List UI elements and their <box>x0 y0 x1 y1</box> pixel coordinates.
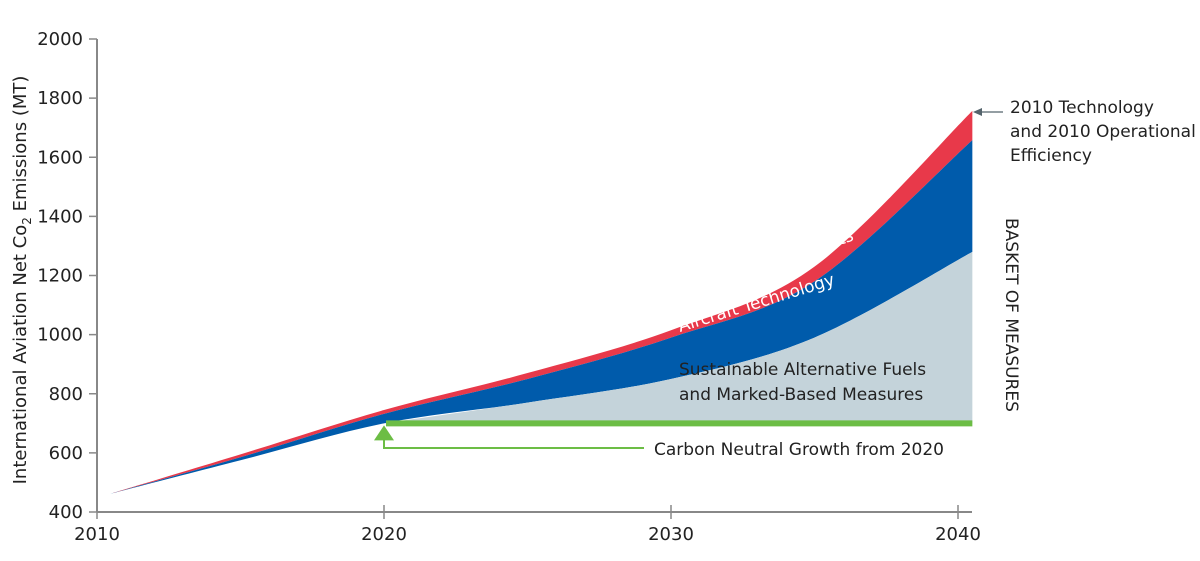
baseline-annotation-3: Efficiency <box>1010 146 1092 166</box>
area-layers <box>108 110 973 495</box>
baseline-annotation-2: and 2010 Operational <box>1010 122 1196 142</box>
y-tick-label: 1600 <box>37 147 83 168</box>
y-tick-label: 1400 <box>37 206 83 227</box>
carbon-neutral-label: Carbon Neutral Growth from 2020 <box>654 440 944 460</box>
x-tick-label: 2030 <box>648 524 694 545</box>
basket-of-measures-label: BASKET OF MEASURES <box>1001 218 1021 412</box>
y-tick-label: 1000 <box>37 325 83 346</box>
y-axis-title-subscript: 2 <box>20 217 34 225</box>
carbon-neutral-leader-line <box>383 439 644 449</box>
y-tick-label: 400 <box>49 502 83 523</box>
y-tick-label: 1200 <box>37 266 83 287</box>
x-tick-label: 2010 <box>74 524 120 545</box>
x-ticks: 2010 2020 2030 2040 <box>74 505 981 545</box>
carbon-neutral-arrow-icon <box>374 425 394 441</box>
area-alternative-fuels <box>384 251 973 424</box>
y-axis-title: International Aviation Net Co2 Emissions… <box>10 76 34 485</box>
area-aircraft-technology <box>108 140 973 495</box>
band-label-fuels-2: and Marked-Based Measures <box>679 385 923 405</box>
baseline-annotation-1: 2010 Technology <box>1010 98 1154 118</box>
y-tick-label: 800 <box>49 384 83 405</box>
baseline-pointer-arrow-icon <box>973 108 982 116</box>
band-label-fuels-1: Sustainable Alternative Fuels <box>679 360 926 380</box>
x-tick-label: 2020 <box>361 524 407 545</box>
y-tick-label: 600 <box>49 443 83 464</box>
x-tick-label: 2040 <box>935 524 981 545</box>
y-tick-label: 1800 <box>37 88 83 109</box>
y-tick-label: 2000 <box>37 29 83 50</box>
y-ticks: 400 600 800 1000 1200 1400 1600 1800 2000 <box>37 29 97 523</box>
